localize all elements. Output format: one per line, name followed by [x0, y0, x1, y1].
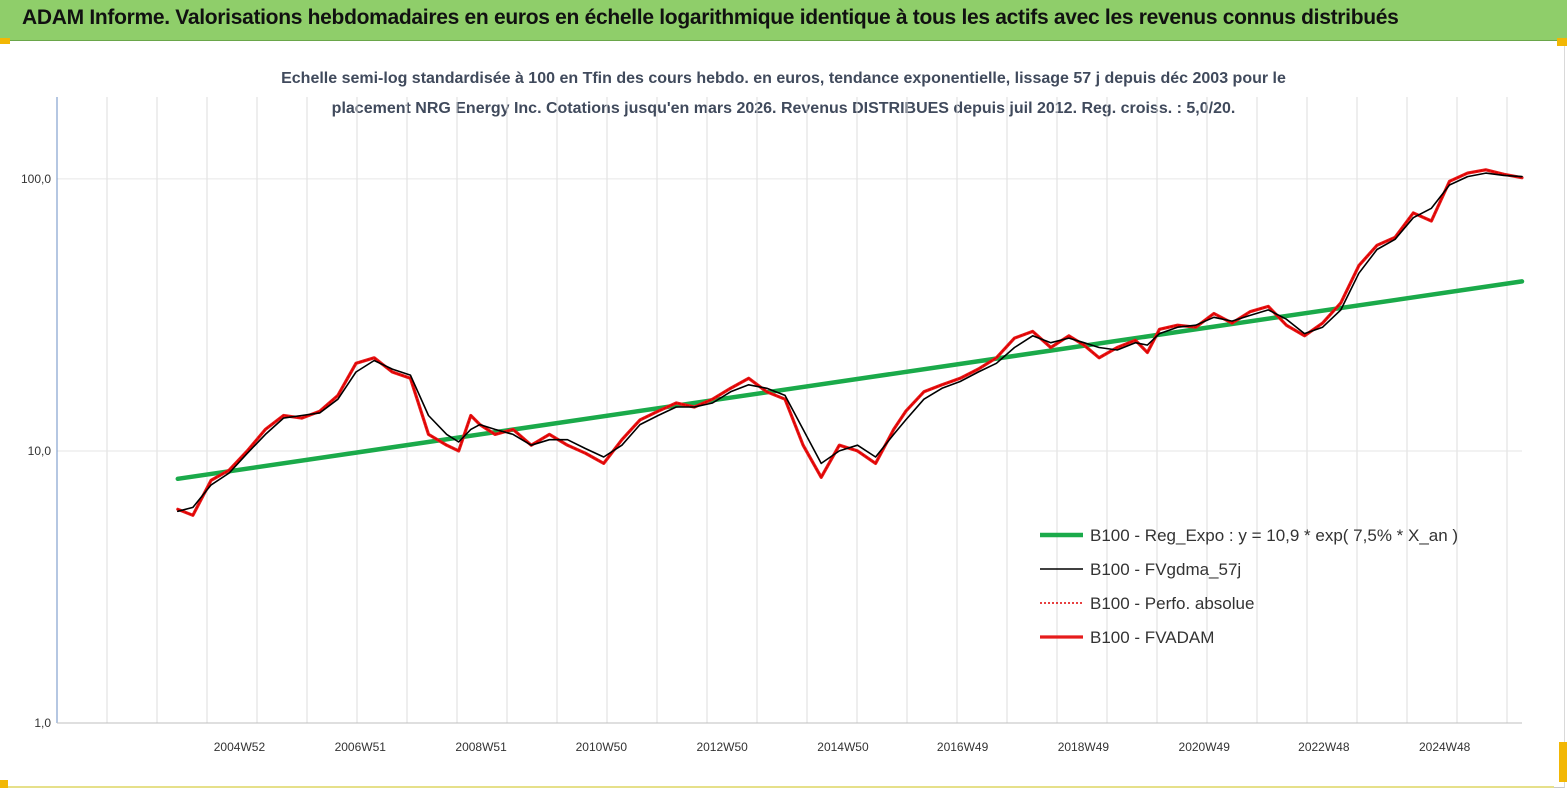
- y-tick-label: 1,0: [34, 716, 51, 730]
- y-tick-label: 100,0: [21, 172, 51, 186]
- x-tick-label: 2014W50: [817, 740, 869, 754]
- corner-mark-bottom-right: [1559, 742, 1567, 782]
- chart-gridlines: [57, 97, 1522, 724]
- x-tick-label: 2004W52: [214, 740, 266, 754]
- x-tick-label: 2024W48: [1419, 740, 1471, 754]
- legend-entry-3: B100 - Perfo. absolue: [1090, 594, 1254, 613]
- series-line-2: [177, 172, 1523, 513]
- legend-entry-1: B100 - Reg_Expo : y = 10,9 * exp( 7,5% *…: [1090, 526, 1458, 545]
- page-title: ADAM Informe. Valorisations hebdomadaire…: [22, 6, 1399, 29]
- corner-mark-bottom-left: [0, 780, 8, 788]
- legend-entry-4: B100 - FVADAM: [1090, 628, 1214, 647]
- bottom-border-line: [6, 786, 1554, 788]
- legend-entry-2: B100 - FVgdma_57j: [1090, 560, 1241, 579]
- chart-subtitle-line-2: placement NRG Energy Inc. Cotations jusq…: [331, 100, 1236, 117]
- x-tick-label: 2012W50: [696, 740, 748, 754]
- x-tick-label: 2020W49: [1179, 740, 1231, 754]
- y-tick-label: 10,0: [28, 444, 52, 458]
- series-line-1: [175, 279, 1525, 482]
- chart-subtitle-line-1: Echelle semi-log standardisée à 100 en T…: [281, 70, 1286, 87]
- y-axis-tick-labels: 1,0 10,0 100,0: [21, 172, 51, 730]
- chart-series: [175, 168, 1525, 517]
- x-tick-label: 2008W51: [455, 740, 507, 754]
- series-line-4: [176, 168, 1524, 517]
- x-tick-label: 2010W50: [576, 740, 628, 754]
- x-axis-tick-labels: 2004W52 2006W51 2008W51 2010W50 2012W50 2014W…: [214, 740, 1471, 754]
- corner-mark-top-left: [0, 38, 10, 44]
- chart-axes: [56, 97, 1522, 724]
- x-tick-label: 2016W49: [937, 740, 989, 754]
- corner-mark-top-right: [1557, 38, 1567, 46]
- series-line-3: [177, 169, 1523, 517]
- x-tick-label: 2022W48: [1298, 740, 1350, 754]
- x-tick-label: 2018W49: [1058, 740, 1110, 754]
- x-tick-label: 2006W51: [335, 740, 387, 754]
- header-banner: ADAM Informe. Valorisations hebdomadaire…: [0, 0, 1567, 41]
- chart-legend: B100 - Reg_Expo : y = 10,9 * exp( 7,5% *…: [1040, 526, 1458, 647]
